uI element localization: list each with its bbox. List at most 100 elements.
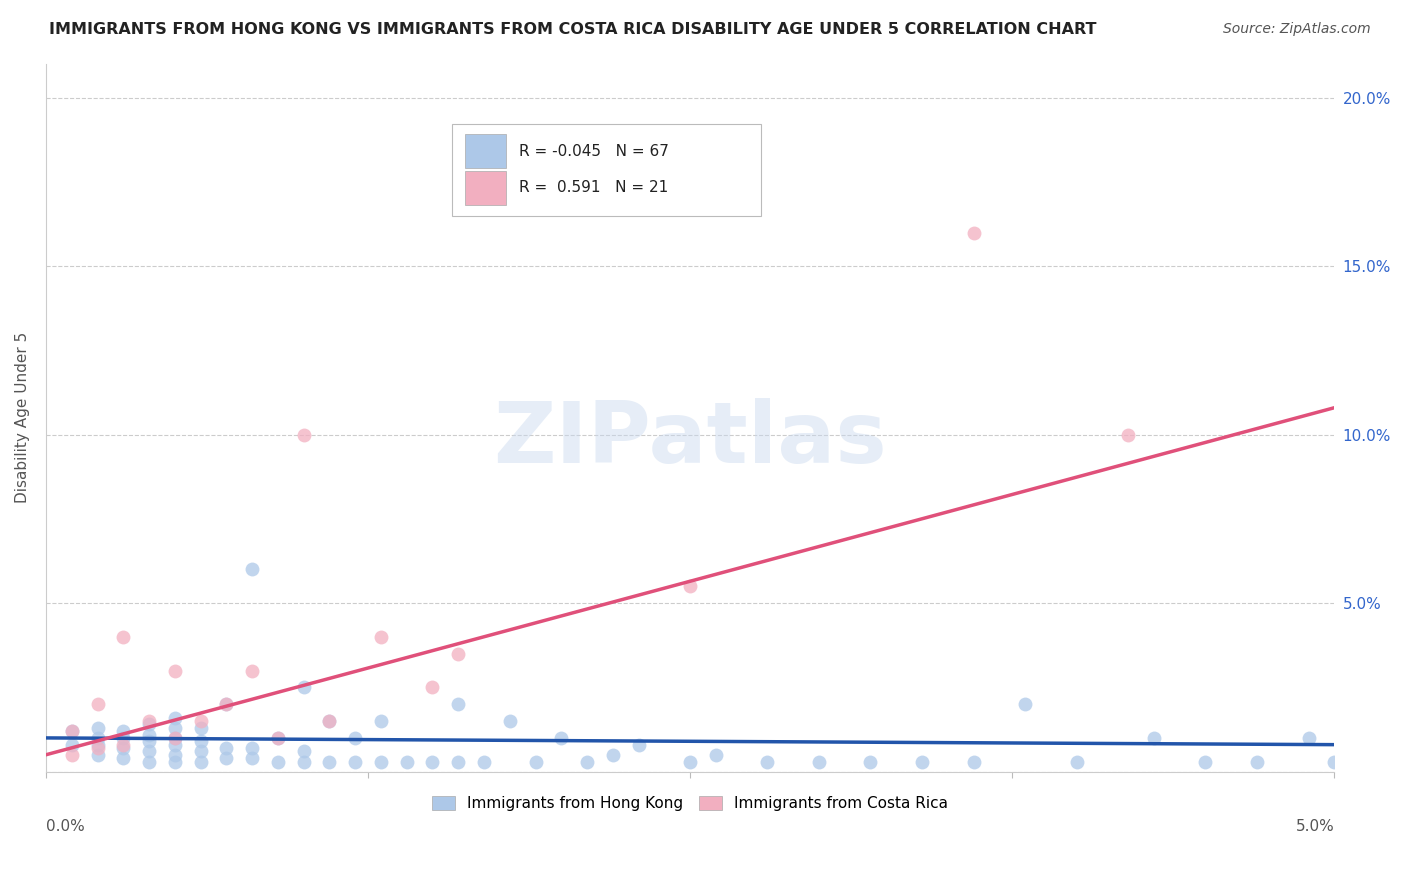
Point [163, 755, 186, 769]
Point [86, 697, 108, 711]
Point [138, 714, 160, 728]
Point [267, 731, 290, 745]
Point [163, 738, 186, 752]
Point [370, 755, 392, 769]
Point [499, 714, 522, 728]
Point [112, 751, 135, 765]
Point [447, 647, 470, 661]
Point [679, 755, 702, 769]
Point [163, 711, 186, 725]
Point [472, 755, 495, 769]
Point [163, 721, 186, 735]
Point [1194, 755, 1216, 769]
Point [138, 717, 160, 731]
Point [1298, 731, 1320, 745]
Point [240, 741, 263, 756]
Point [318, 755, 340, 769]
Point [344, 755, 367, 769]
Point [756, 755, 779, 769]
Text: R = -0.045   N = 67: R = -0.045 N = 67 [519, 144, 669, 159]
Point [292, 744, 315, 758]
Point [267, 755, 290, 769]
Point [240, 751, 263, 765]
FancyBboxPatch shape [451, 124, 761, 216]
Point [138, 727, 160, 741]
Point [267, 731, 290, 745]
Point [163, 731, 186, 745]
Point [962, 226, 984, 240]
Point [190, 734, 212, 748]
Point [60, 724, 83, 739]
Point [86, 741, 108, 756]
Point [962, 755, 984, 769]
Point [911, 755, 934, 769]
Point [1066, 755, 1088, 769]
Point [138, 734, 160, 748]
Point [859, 755, 882, 769]
Point [112, 738, 135, 752]
Point [550, 731, 572, 745]
Point [112, 724, 135, 739]
Text: Source: ZipAtlas.com: Source: ZipAtlas.com [1223, 22, 1371, 37]
Point [370, 630, 392, 644]
Point [576, 755, 599, 769]
Point [1014, 697, 1036, 711]
Point [602, 747, 624, 762]
Point [190, 721, 212, 735]
Point [190, 744, 212, 758]
FancyBboxPatch shape [464, 170, 506, 205]
Point [215, 751, 238, 765]
Point [112, 741, 135, 756]
Point [138, 744, 160, 758]
Point [1143, 731, 1166, 745]
Point [86, 721, 108, 735]
Point [112, 731, 135, 745]
Point [190, 755, 212, 769]
Point [215, 697, 238, 711]
Point [292, 755, 315, 769]
Legend: Immigrants from Hong Kong, Immigrants from Costa Rica: Immigrants from Hong Kong, Immigrants fr… [426, 789, 955, 817]
Point [240, 562, 263, 576]
Point [395, 755, 418, 769]
Point [292, 681, 315, 695]
Point [86, 731, 108, 745]
Point [807, 755, 830, 769]
Text: 0.0%: 0.0% [46, 819, 84, 834]
Point [422, 755, 444, 769]
Point [60, 724, 83, 739]
Text: R =  0.591   N = 21: R = 0.591 N = 21 [519, 180, 668, 195]
Point [215, 741, 238, 756]
Point [524, 755, 547, 769]
Point [1246, 755, 1268, 769]
Point [215, 697, 238, 711]
Point [627, 738, 650, 752]
Point [422, 681, 444, 695]
Point [240, 664, 263, 678]
Text: IMMIGRANTS FROM HONG KONG VS IMMIGRANTS FROM COSTA RICA DISABILITY AGE UNDER 5 C: IMMIGRANTS FROM HONG KONG VS IMMIGRANTS … [49, 22, 1097, 37]
Point [447, 697, 470, 711]
Point [1323, 755, 1346, 769]
Point [370, 714, 392, 728]
Y-axis label: Disability Age Under 5: Disability Age Under 5 [15, 332, 30, 503]
Point [60, 738, 83, 752]
Point [86, 738, 108, 752]
Point [292, 427, 315, 442]
Point [318, 714, 340, 728]
Point [318, 714, 340, 728]
Text: 5.0%: 5.0% [1295, 819, 1334, 834]
Text: ZIPatlas: ZIPatlas [494, 398, 887, 481]
Point [447, 755, 470, 769]
FancyBboxPatch shape [464, 134, 506, 169]
Point [344, 731, 367, 745]
Point [163, 664, 186, 678]
Point [112, 630, 135, 644]
Point [163, 747, 186, 762]
Point [138, 755, 160, 769]
Point [60, 747, 83, 762]
Point [190, 714, 212, 728]
Point [679, 579, 702, 593]
Point [163, 731, 186, 745]
Point [86, 747, 108, 762]
Point [704, 747, 727, 762]
Point [1116, 427, 1139, 442]
